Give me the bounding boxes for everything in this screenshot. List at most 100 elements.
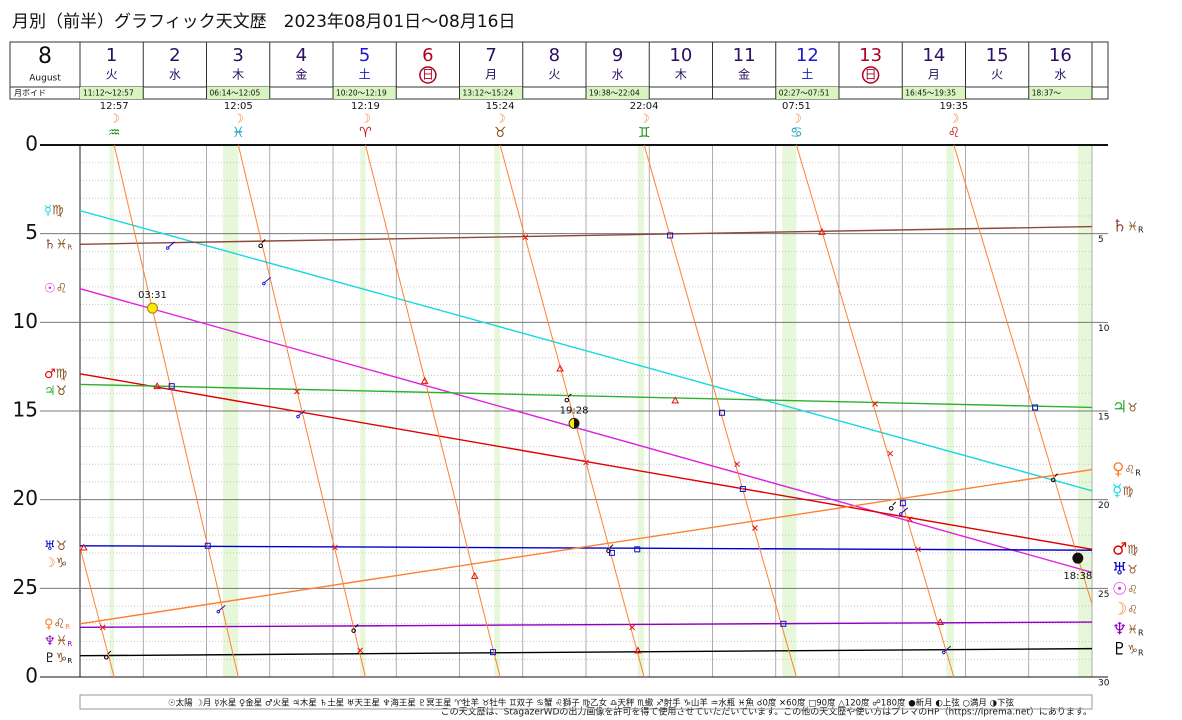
planet-glyph: ☿ [1112, 481, 1122, 501]
y-tick-label: 10 [13, 309, 38, 333]
aspect-square [608, 549, 615, 556]
aspect-opposition [942, 645, 952, 655]
sign-glyph: ♓ [1127, 219, 1138, 233]
weekday: 土 [359, 68, 371, 82]
retro-mark: R [1138, 225, 1144, 234]
sign-glyph: ♌ [56, 281, 68, 296]
retro-mark: R [65, 623, 70, 631]
void-cell [586, 87, 650, 99]
void-time: 18:37～ [1032, 89, 1062, 98]
retro-mark: R [67, 657, 72, 665]
planet-glyph: ♃ [44, 383, 56, 398]
retro-mark: R [67, 640, 72, 648]
aspect-conjunction [606, 544, 614, 554]
ingress-time: 22:04 [630, 101, 659, 112]
sunday-circle [419, 66, 437, 84]
series-label-left: ☽♑ [44, 555, 67, 570]
chart-title: 月別（前半）グラフィック天文歴 2023年08月01日～08月16日 [12, 12, 515, 32]
aspect-trine [79, 543, 88, 551]
aspect-sextile [294, 388, 300, 395]
series-label-left: ♆♓R [44, 633, 72, 648]
void-cell [459, 87, 523, 99]
aspect-conjunction [104, 650, 112, 660]
sign-glyph: ♉ [1127, 400, 1138, 414]
sunday-circle [861, 66, 880, 84]
weekday: 火 [106, 68, 118, 82]
void-time: 13:12～15:24 [463, 89, 514, 98]
day-number: 14 [922, 45, 945, 66]
day-number: 11 [733, 45, 756, 66]
void-time: 10:20～12:19 [336, 89, 387, 98]
y2-tick-label: 30 [1098, 679, 1110, 689]
day-number: 7 [485, 45, 496, 66]
series-line [79, 383, 1093, 409]
weekday: 土 [801, 68, 813, 82]
aspect-trine [818, 227, 826, 235]
day-number: 16 [1049, 45, 1072, 66]
series-line [79, 287, 1093, 574]
month: 8 [38, 44, 52, 69]
aspect-square [168, 383, 175, 390]
header-frame [9, 41, 1109, 100]
series-label-right: ♀♌R [1112, 460, 1141, 480]
sign-glyph: ♌ [1127, 582, 1138, 596]
ingress-sign: ♌ [948, 125, 961, 141]
weekday: 火 [548, 68, 560, 82]
sign-glyph: ♌ [1124, 462, 1135, 476]
ingress-time: 15:24 [486, 101, 515, 112]
day-number: 3 [232, 45, 243, 66]
ingress-sign: ♓ [232, 125, 245, 141]
planet-glyph: ☽ [1112, 599, 1127, 619]
day-number: 5 [359, 45, 370, 66]
ingress-moon: ☽ [109, 112, 120, 126]
aspect-sextile [734, 461, 741, 468]
weekday: 日 [422, 68, 434, 82]
void-cell [775, 87, 839, 99]
phase-time: 19:28 [560, 405, 589, 416]
void-time: 06:14～12:05 [210, 89, 261, 98]
ingress-moon: ☽ [639, 112, 650, 126]
day-number: 4 [296, 45, 307, 66]
void-cell [902, 87, 966, 99]
aspect-opposition [165, 241, 176, 250]
series-label-left: ♂♍ [44, 366, 68, 381]
ingress-sign: ♋ [790, 125, 803, 141]
void-cell [1028, 87, 1092, 99]
sign-glyph: ♓ [1127, 622, 1138, 636]
series-label-left: ♃♉ [44, 383, 67, 398]
aspect-conjunction [564, 393, 572, 403]
aspect-sextile [915, 546, 921, 553]
aspect-square [780, 620, 787, 627]
aspect-square [667, 232, 674, 239]
day-number: 6 [422, 45, 433, 66]
weekday: 水 [169, 68, 181, 82]
weekday: 月 [485, 68, 497, 82]
retro-mark: R [1135, 468, 1141, 477]
planet-glyph: ♇ [1112, 639, 1127, 659]
ingress-sign: ♒ [108, 125, 121, 141]
legend: ☉太陽 ☽月 ☿水星 ♀金星 ♂火星 ♃木星 ♄土星 ♅天王星 ♆海王星 ♇冥王… [168, 698, 1015, 709]
planet-glyph: ♃ [1112, 397, 1127, 417]
ingress-sign: ♉ [494, 125, 507, 141]
weekday: 木 [675, 68, 687, 82]
y2-tick-label: 5 [1098, 235, 1104, 245]
sign-glyph: ♓ [56, 633, 68, 648]
day-number: 13 [859, 45, 882, 66]
aspect-square [899, 500, 906, 507]
planet-glyph: ♄ [44, 237, 56, 252]
planet-glyph: ☉ [1112, 579, 1127, 599]
ingress-moon: ☽ [360, 112, 371, 126]
day-number: 12 [796, 45, 819, 66]
planet-glyph: ♆ [44, 633, 56, 648]
planet-glyph: ♄ [1112, 217, 1127, 237]
y-tick-label: 0 [25, 132, 38, 156]
day-number: 10 [669, 45, 692, 66]
planet-glyph: ☉ [44, 281, 56, 296]
planet-glyph: ♂ [1112, 539, 1127, 559]
y2-tick-label: 10 [1098, 324, 1110, 334]
ingress-moon: ☽ [948, 112, 959, 126]
series-label-left: ♅♉ [44, 538, 67, 553]
ingress-sign: ♈ [359, 125, 372, 141]
ingress-sign: ♊ [638, 125, 651, 141]
series-line [79, 647, 1093, 657]
